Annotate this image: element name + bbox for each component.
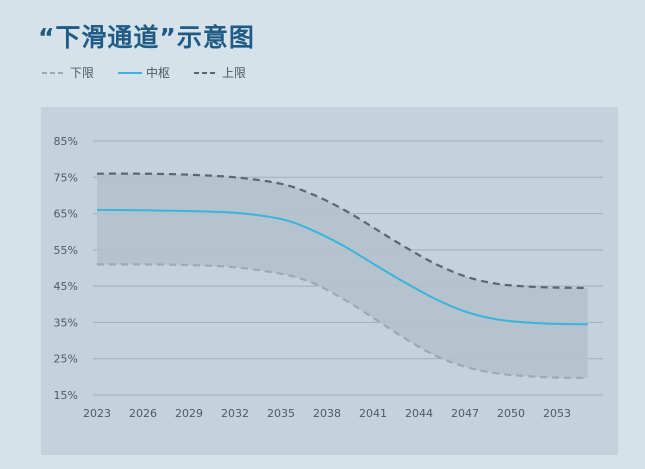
x-tick-label-1: 2026 xyxy=(129,407,157,420)
legend-item-upper: 上限 xyxy=(194,64,246,81)
x-tick-label-5: 2038 xyxy=(313,407,341,420)
x-tick-label-0: 2023 xyxy=(83,407,111,420)
x-tick-label-6: 2041 xyxy=(359,407,387,420)
y-tick-label-3: 45% xyxy=(54,280,78,293)
x-tick-label-9: 2050 xyxy=(497,407,525,420)
chart-title: “下滑通道”示意图 xyxy=(38,23,255,52)
x-tick-label-4: 2035 xyxy=(267,407,295,420)
y-tick-label-6: 75% xyxy=(54,171,78,184)
legend-swatch-upper xyxy=(194,71,219,74)
series-line-lower xyxy=(96,263,588,379)
legend-label-upper: 上限 xyxy=(222,66,247,80)
x-tick-label-7: 2044 xyxy=(405,407,433,420)
series-line-center xyxy=(96,208,588,326)
y-tick-label-4: 55% xyxy=(54,244,78,257)
y-tick-label-2: 35% xyxy=(54,316,78,329)
legend-label-center: 中枢 xyxy=(146,66,171,80)
legend-swatch-lower xyxy=(42,71,66,74)
legend-swatch-center xyxy=(118,71,143,74)
x-tick-label-3: 2032 xyxy=(221,407,249,420)
y-tick-label-1: 25% xyxy=(54,353,78,366)
legend-item-center: 中枢 xyxy=(118,64,170,81)
y-tick-label-5: 65% xyxy=(54,208,78,221)
legend-item-lower: 下限 xyxy=(42,64,94,81)
x-tick-label-2: 2029 xyxy=(175,407,203,420)
y-tick-label-0: 15% xyxy=(54,389,78,402)
legend: 下限 中枢 上限 xyxy=(42,64,270,81)
band-area xyxy=(97,173,588,378)
series-line-upper xyxy=(96,172,588,290)
y-tick-label-7: 85% xyxy=(54,135,78,148)
x-tick-label-8: 2047 xyxy=(451,407,479,420)
x-tick-label-10: 2053 xyxy=(543,407,571,420)
legend-label-lower: 下限 xyxy=(70,66,95,80)
